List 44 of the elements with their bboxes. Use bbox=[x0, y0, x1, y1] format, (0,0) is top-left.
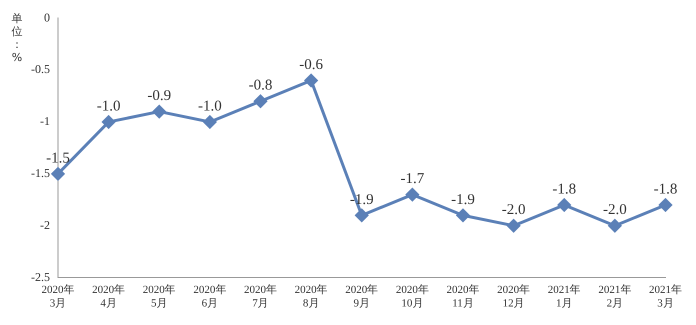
x-tick-label: 2020年12月 bbox=[497, 284, 530, 310]
data-label: -1.0 bbox=[198, 98, 222, 114]
data-label: -1.8 bbox=[552, 181, 576, 198]
y-tick-label: -2 bbox=[40, 218, 50, 232]
x-tick-label: 2020年8月 bbox=[294, 284, 328, 310]
data-label: -0.9 bbox=[147, 88, 172, 104]
y-axis-title: 单位：% bbox=[10, 12, 24, 64]
y-tick-label: -1 bbox=[40, 114, 50, 128]
data-label: -0.8 bbox=[248, 78, 272, 94]
data-label: -1.8 bbox=[654, 181, 678, 198]
x-tick-label: 2020年3月 bbox=[41, 284, 74, 310]
point bbox=[102, 115, 116, 128]
point bbox=[456, 208, 470, 222]
point bbox=[304, 74, 318, 87]
point bbox=[355, 208, 368, 222]
x-tick-label: 2020年7月 bbox=[244, 284, 277, 310]
data-label: -1.9 bbox=[451, 192, 475, 208]
x-tick-label: 2021年1月 bbox=[548, 284, 581, 310]
x-tick-label: 2020年6月 bbox=[193, 284, 226, 310]
x-tick-label: 2020年5月 bbox=[142, 284, 176, 310]
point bbox=[507, 219, 520, 232]
data-label: -2.0 bbox=[502, 202, 526, 218]
point bbox=[608, 219, 622, 232]
x-tick-label: 2020年9月 bbox=[345, 284, 378, 310]
point bbox=[203, 115, 216, 128]
point bbox=[659, 198, 672, 212]
x-tick-label: 2021年2月 bbox=[598, 284, 632, 310]
data-label: -2.0 bbox=[603, 202, 627, 218]
point bbox=[406, 188, 419, 202]
data-label: -1.0 bbox=[96, 98, 120, 114]
x-tick-label: 2020年4月 bbox=[92, 284, 126, 310]
point bbox=[558, 198, 571, 212]
x-tick-label: 2020年10月 bbox=[396, 284, 429, 310]
data-label: -1.7 bbox=[400, 171, 425, 188]
data-label: -0.6 bbox=[299, 56, 324, 73]
point bbox=[51, 167, 64, 180]
y-tick-label: -0.5 bbox=[30, 62, 50, 76]
point bbox=[254, 94, 267, 108]
x-tick-label: 2021年3月 bbox=[649, 284, 682, 310]
x-tick-label: 2020年11月 bbox=[446, 284, 480, 310]
y-tick-label: -2.5 bbox=[30, 270, 50, 284]
y-tick-label: -1.5 bbox=[30, 166, 50, 180]
y-tick-label: 0 bbox=[44, 10, 50, 24]
point bbox=[152, 105, 166, 118]
